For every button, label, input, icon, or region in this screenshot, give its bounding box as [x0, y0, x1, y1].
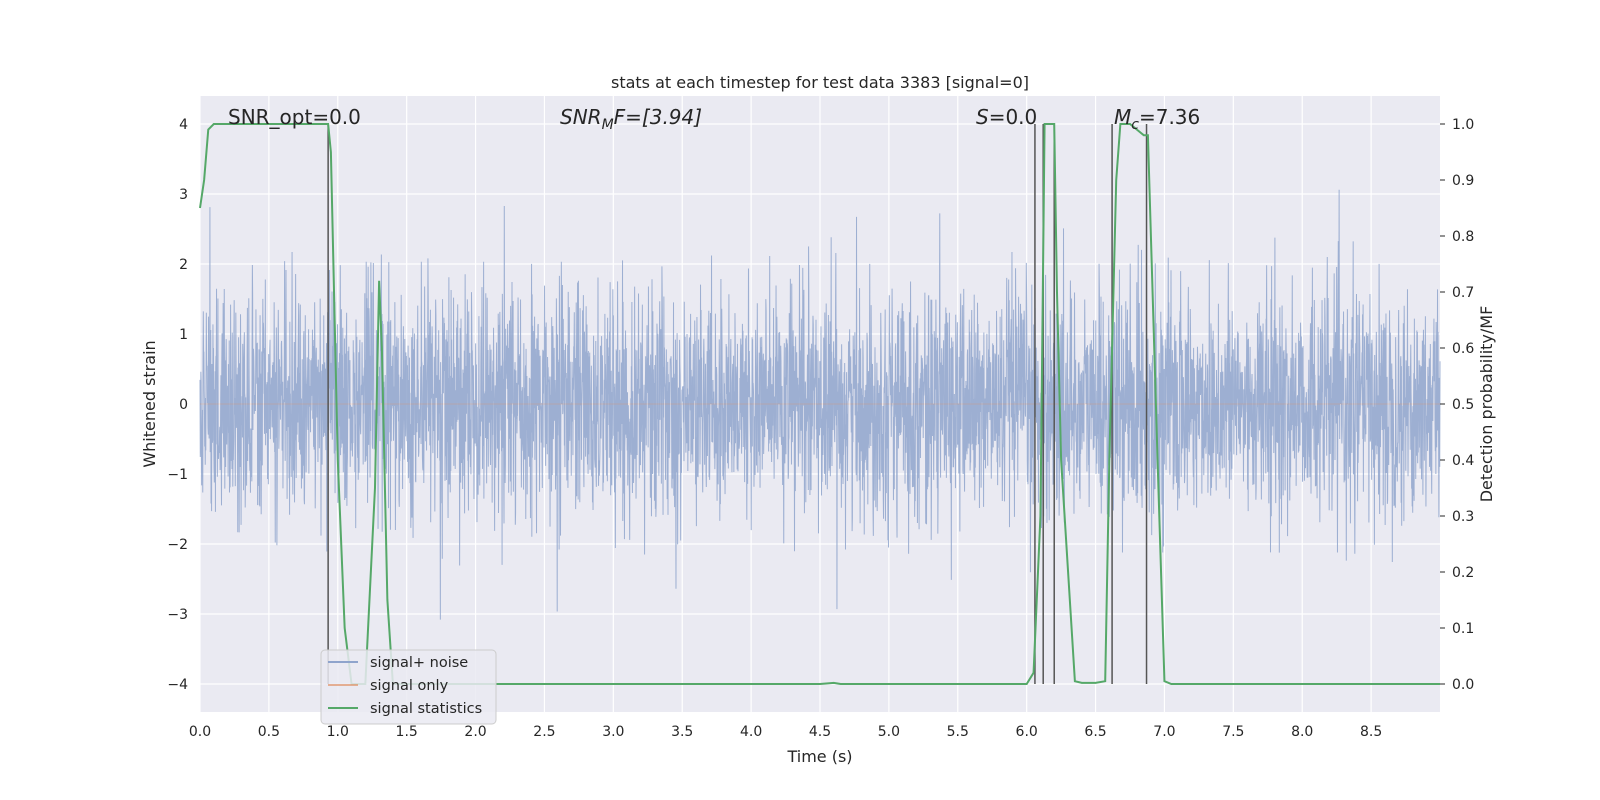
- x-tick-label: 3.0: [602, 724, 624, 740]
- chart-title: stats at each timestep for test data 338…: [611, 73, 1029, 92]
- y-tick-label: 4: [179, 117, 188, 133]
- y-axis-label: Whitened strain: [140, 340, 159, 467]
- legend-box: [320, 649, 497, 725]
- legend-label-noise: signal+ noise: [370, 655, 468, 671]
- x-tick-label: 7.5: [1222, 724, 1244, 740]
- annotation-s: S=0.0: [976, 105, 1037, 129]
- y2-tick-label: 0.6: [1452, 341, 1474, 357]
- x-tick-label: 0.0: [189, 724, 211, 740]
- x-tick-label: 5.5: [947, 724, 969, 740]
- y-tick-label: 2: [179, 257, 188, 273]
- y2-tick-label: 1.0: [1452, 117, 1474, 133]
- y-tick-label: 3: [179, 187, 188, 203]
- y-tick-label: −1: [167, 467, 188, 483]
- vertical-lines: [327, 124, 1148, 684]
- x-tick-label: 7.0: [1153, 724, 1175, 740]
- annotation-snr-mf: SNRMF=[3.94]: [560, 105, 702, 133]
- annotation-snr-opt: SNR_opt=0.0: [228, 105, 361, 129]
- x-tick-label: 2.0: [464, 724, 486, 740]
- legend-label-statistics: signal statistics: [370, 701, 482, 717]
- x-tick-label: 3.5: [671, 724, 693, 740]
- y2-tick-label: 0.8: [1452, 229, 1474, 245]
- x-axis-ticks: 0.0 0.5 1.0 1.5 2.0 2.5 3.0 3.5 4.0 4.5 5.0 5.5 6.0 6…: [189, 724, 1382, 740]
- legend: signal+ noise signal only signal statist…: [320, 649, 497, 725]
- x-tick-label: 4.5: [809, 724, 831, 740]
- y-tick-label: −2: [167, 537, 188, 553]
- legend-label-signal-only: signal only: [370, 678, 449, 694]
- y2-tick-label: 0.3: [1452, 509, 1474, 525]
- x-tick-label: 1.5: [396, 724, 418, 740]
- x-axis-label: Time (s): [786, 747, 852, 766]
- noise-line: [199, 189, 1441, 620]
- x-tick-label: 2.5: [533, 724, 555, 740]
- y2-tick-label: 0.9: [1452, 173, 1474, 189]
- y2-tick-label: 0.2: [1452, 565, 1474, 581]
- y-tick-label: −3: [167, 607, 188, 623]
- y-axis-ticks: −4 −3 −2 −1 0 1 2 3 4: [167, 117, 188, 693]
- y2-tick-label: 0.7: [1452, 285, 1474, 301]
- x-tick-label: 0.5: [258, 724, 280, 740]
- annotation-mc: Mc=7.36: [1114, 105, 1200, 133]
- x-tick-label: 8.0: [1291, 724, 1313, 740]
- y-tick-label: −4: [167, 677, 188, 693]
- x-tick-label: 1.0: [327, 724, 349, 740]
- x-tick-label: 6.0: [1016, 724, 1038, 740]
- y2-axis-label: Detection probability/MF: [1477, 306, 1496, 503]
- x-tick-label: 4.0: [740, 724, 762, 740]
- signal-statistics-series: [199, 123, 1440, 685]
- y2-axis-ticks: 0.0 0.1 0.2 0.3 0.4 0.5 0.6 0.7 0.8 0.9 1.0: [1440, 117, 1474, 693]
- y2-tick-label: 0.4: [1452, 453, 1474, 469]
- x-tick-label: 8.5: [1360, 724, 1382, 740]
- y-tick-label: 0: [179, 397, 188, 413]
- y-tick-label: 1: [179, 327, 188, 343]
- y2-tick-label: 0.0: [1452, 677, 1474, 693]
- y2-tick-label: 0.5: [1452, 397, 1474, 413]
- signal-noise-series: [199, 189, 1441, 620]
- y2-tick-label: 0.1: [1452, 621, 1474, 637]
- x-tick-label: 6.5: [1084, 724, 1106, 740]
- x-tick-label: 5.0: [878, 724, 900, 740]
- statistics-line: [199, 123, 1440, 685]
